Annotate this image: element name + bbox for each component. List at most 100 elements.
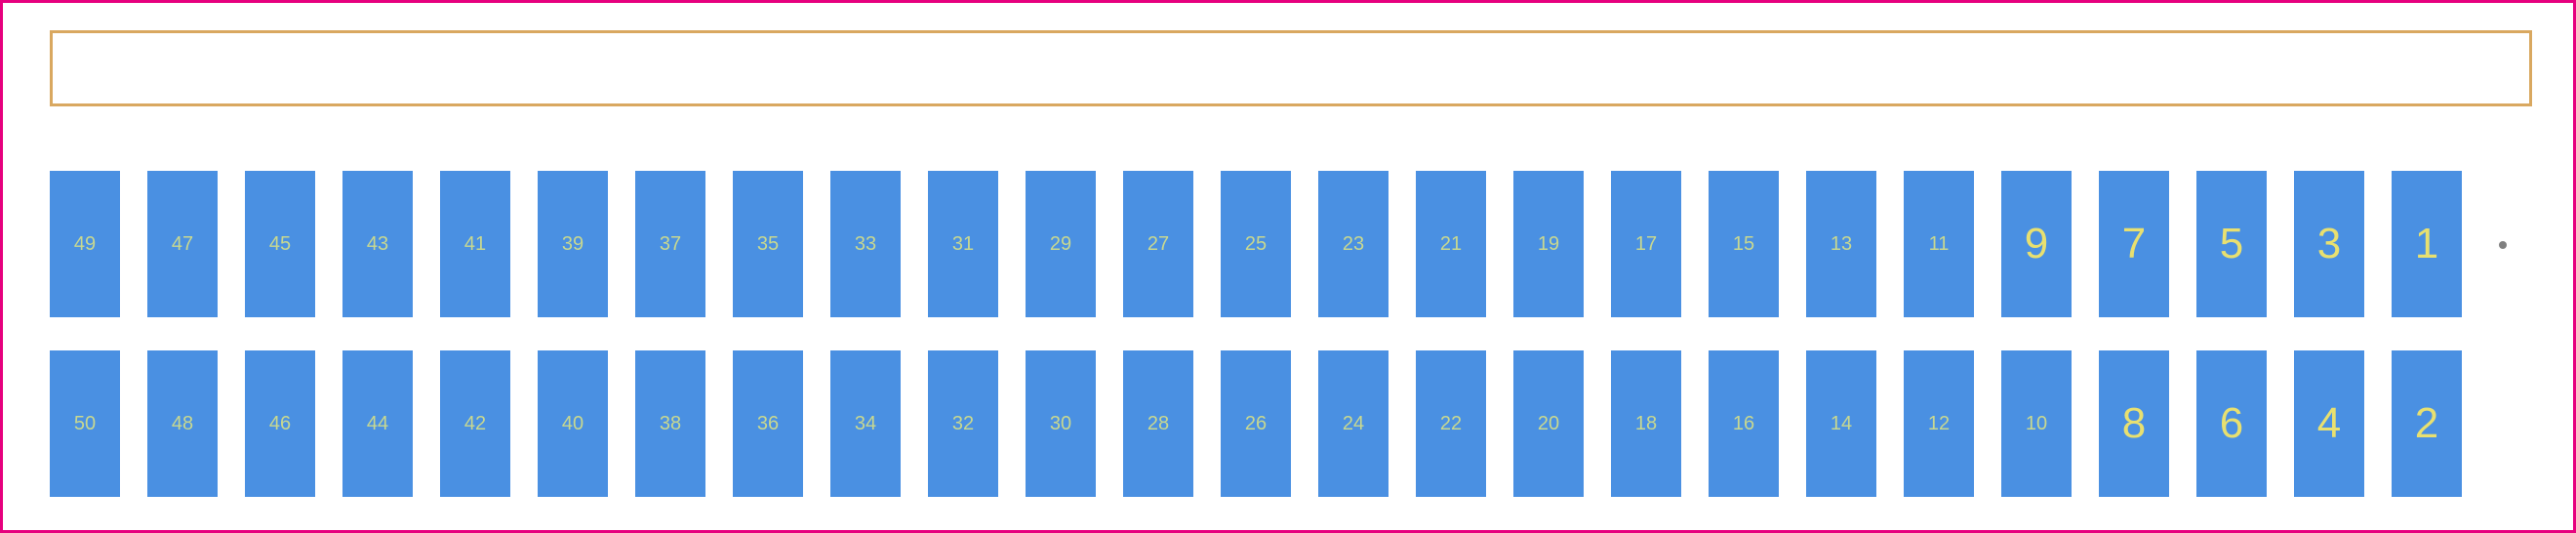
pad-label: 13 (1831, 233, 1852, 256)
pad-label: 41 (464, 233, 486, 256)
pad-label: 49 (74, 233, 96, 256)
pad-label: 35 (757, 233, 779, 256)
pad-9: 9 (2001, 171, 2072, 317)
pad-36: 36 (733, 350, 803, 497)
pad-28: 28 (1123, 350, 1193, 497)
pad-label: 31 (952, 233, 974, 256)
pad-label: 33 (855, 233, 876, 256)
pad-49: 49 (50, 171, 120, 317)
pad-row-bottom: 5048464442403836343230282624222018161412… (50, 350, 2462, 497)
pad-label: 7 (2122, 220, 2146, 268)
pad-21: 21 (1416, 171, 1486, 317)
pad-48: 48 (147, 350, 218, 497)
pad-label: 25 (1245, 233, 1267, 256)
pad-26: 26 (1221, 350, 1291, 497)
pad-7: 7 (2099, 171, 2169, 317)
pad-23: 23 (1318, 171, 1389, 317)
pad-label: 45 (269, 233, 291, 256)
pad-label: 48 (172, 413, 193, 435)
pad-35: 35 (733, 171, 803, 317)
pad-label: 34 (855, 413, 876, 435)
pad-label: 15 (1733, 233, 1754, 256)
pad-29: 29 (1026, 171, 1096, 317)
pad-11: 11 (1904, 171, 1974, 317)
pad-label: 28 (1147, 413, 1169, 435)
pad-label: 11 (1929, 233, 1950, 256)
pad-24: 24 (1318, 350, 1389, 497)
pad-14: 14 (1806, 350, 1876, 497)
pad-43: 43 (342, 171, 413, 317)
pad-label: 10 (2026, 413, 2047, 435)
pad-8: 8 (2099, 350, 2169, 497)
pad-label: 42 (464, 413, 486, 435)
pad-label: 19 (1538, 233, 1559, 256)
pad-label: 24 (1343, 413, 1364, 435)
pad-47: 47 (147, 171, 218, 317)
pad-18: 18 (1611, 350, 1681, 497)
pad-label: 20 (1538, 413, 1559, 435)
pad-6: 6 (2196, 350, 2267, 497)
pad-label: 39 (562, 233, 584, 256)
pad-41: 41 (440, 171, 510, 317)
pad-45: 45 (245, 171, 315, 317)
pad-22: 22 (1416, 350, 1486, 497)
pin1-marker (2499, 241, 2507, 249)
pad-label: 37 (660, 233, 681, 256)
pad-5: 5 (2196, 171, 2267, 317)
pad-label: 4 (2317, 399, 2341, 448)
pad-16: 16 (1709, 350, 1779, 497)
pad-32: 32 (928, 350, 998, 497)
pad-label: 1 (2415, 220, 2438, 268)
pad-label: 40 (562, 413, 584, 435)
footprint-container: 4947454341393735333129272523211917151311… (0, 0, 2576, 533)
pad-label: 21 (1440, 233, 1462, 256)
pad-label: 26 (1245, 413, 1267, 435)
pad-label: 29 (1050, 233, 1071, 256)
pad-46: 46 (245, 350, 315, 497)
pad-label: 16 (1733, 413, 1754, 435)
pad-42: 42 (440, 350, 510, 497)
pad-label: 44 (367, 413, 388, 435)
pad-17: 17 (1611, 171, 1681, 317)
pad-row-top: 4947454341393735333129272523211917151311… (50, 171, 2462, 317)
pad-34: 34 (830, 350, 901, 497)
pad-2: 2 (2392, 350, 2462, 497)
pad-44: 44 (342, 350, 413, 497)
pad-19: 19 (1513, 171, 1584, 317)
pad-label: 17 (1635, 233, 1657, 256)
pad-label: 22 (1440, 413, 1462, 435)
pad-label: 8 (2122, 399, 2146, 448)
pad-10: 10 (2001, 350, 2072, 497)
pad-label: 12 (1928, 413, 1950, 435)
pad-label: 47 (172, 233, 193, 256)
pad-label: 18 (1635, 413, 1657, 435)
pad-39: 39 (538, 171, 608, 317)
pad-40: 40 (538, 350, 608, 497)
pad-4: 4 (2294, 350, 2364, 497)
pad-12: 12 (1904, 350, 1974, 497)
pad-27: 27 (1123, 171, 1193, 317)
pad-15: 15 (1709, 171, 1779, 317)
pad-label: 23 (1343, 233, 1364, 256)
pad-label: 27 (1147, 233, 1169, 256)
pad-label: 36 (757, 413, 779, 435)
pad-13: 13 (1806, 171, 1876, 317)
pad-3: 3 (2294, 171, 2364, 317)
pad-1: 1 (2392, 171, 2462, 317)
pad-37: 37 (635, 171, 705, 317)
pad-label: 43 (367, 233, 388, 256)
pad-label: 14 (1831, 413, 1852, 435)
pad-38: 38 (635, 350, 705, 497)
pad-50: 50 (50, 350, 120, 497)
pad-label: 6 (2220, 399, 2243, 448)
pad-label: 2 (2415, 399, 2438, 448)
pad-label: 3 (2317, 220, 2341, 268)
pad-25: 25 (1221, 171, 1291, 317)
pad-label: 38 (660, 413, 681, 435)
pad-label: 32 (952, 413, 974, 435)
pad-label: 46 (269, 413, 291, 435)
pad-33: 33 (830, 171, 901, 317)
pad-label: 5 (2220, 220, 2243, 268)
pad-30: 30 (1026, 350, 1096, 497)
pad-31: 31 (928, 171, 998, 317)
